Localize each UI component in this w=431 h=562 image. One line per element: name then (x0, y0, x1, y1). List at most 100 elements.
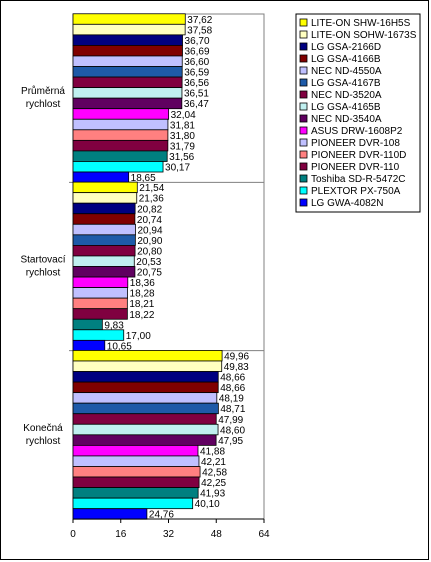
data-label: 31,81 (170, 120, 195, 131)
category-label-line: Konečná (23, 423, 63, 434)
legend-entry: LG GSA-4165B (311, 102, 381, 113)
plot-area: Průměrná rychlost Startovací rychlost Konečn… (20, 13, 270, 540)
legend-swatch (299, 42, 308, 51)
legend-entry: NEC ND-4550A (311, 66, 382, 77)
bar (72, 87, 183, 99)
bar (72, 413, 217, 425)
bar (72, 234, 136, 246)
legend-swatch (299, 102, 308, 111)
bar (72, 392, 218, 404)
bar (72, 244, 136, 257)
bar (72, 287, 128, 299)
legend-swatch (299, 186, 308, 195)
data-label: 31,79 (170, 141, 195, 152)
bar (72, 476, 200, 488)
data-label: 36,51 (184, 89, 209, 100)
data-label: 30,17 (165, 163, 190, 174)
data-label: 41,88 (200, 446, 225, 457)
bar (72, 202, 136, 215)
data-label: 18,65 (131, 173, 156, 184)
data-label: 42,25 (201, 478, 226, 489)
legend-box (295, 13, 421, 213)
bar (72, 434, 217, 446)
legend-swatch (299, 78, 308, 87)
data-label: 36,56 (184, 78, 209, 89)
bar (72, 487, 199, 499)
data-label: 18,21 (129, 299, 154, 310)
legend-swatch (299, 90, 308, 99)
data-label: 48,66 (220, 383, 245, 394)
category-label-line: rychlost (26, 268, 61, 279)
category-label-line: Průměrná (21, 85, 65, 97)
data-label: 41,93 (200, 489, 225, 500)
bar (72, 223, 136, 236)
bar (72, 108, 170, 120)
category-label: Průměrná rychlost (21, 85, 65, 110)
data-label: 20,74 (137, 215, 162, 226)
category-label: Startovací rychlost (20, 255, 65, 279)
legend-swatch (299, 126, 308, 135)
bar (72, 66, 183, 78)
category-label-line: rychlost (26, 99, 61, 110)
bar (72, 213, 136, 225)
legend-entry: PIONEER DVR-110D (311, 150, 406, 161)
bar (72, 161, 164, 173)
bar (72, 329, 125, 341)
data-label: 42,58 (202, 468, 227, 479)
bar (72, 444, 199, 457)
legend-entry: LG GSA-4166B (311, 54, 381, 65)
data-label: 37,62 (187, 15, 212, 26)
legend-entry: NEC ND-3540A (311, 114, 382, 125)
data-label: 37,58 (187, 25, 212, 36)
data-label: 32,04 (171, 110, 196, 121)
bar (72, 23, 186, 36)
bar (72, 371, 219, 383)
legend-swatch (299, 30, 308, 39)
data-label: 47,95 (218, 436, 243, 447)
legend-swatch (299, 174, 308, 183)
x-tick-label: 64 (258, 529, 270, 540)
data-label: 31,80 (170, 131, 195, 142)
bar (72, 339, 106, 352)
legend-entry: PIONEER DVR-108 (311, 138, 400, 149)
data-label: 49,96 (224, 351, 249, 362)
bar (72, 13, 186, 25)
category-label-line: rychlost (26, 436, 61, 447)
data-label: 20,53 (136, 257, 161, 268)
bar (72, 55, 183, 67)
bar (72, 402, 219, 415)
data-label: 9,83 (104, 320, 124, 331)
bar (72, 381, 219, 394)
legend-swatch (299, 138, 308, 147)
data-label: 20,94 (137, 225, 162, 236)
bar (72, 508, 148, 520)
bar (72, 360, 223, 372)
legend-swatch (299, 162, 308, 171)
bar (72, 139, 169, 152)
bar (72, 97, 183, 110)
bar (72, 45, 183, 57)
data-label: 36,70 (185, 36, 210, 47)
legend-swatch (299, 198, 308, 207)
data-label: 36,69 (184, 46, 209, 57)
data-label: 20,82 (137, 204, 162, 215)
data-label: 10,65 (107, 341, 132, 352)
data-label: 48,60 (220, 425, 245, 436)
data-label: 36,60 (184, 57, 209, 68)
legend-entry: PIONEER DVR-110 (311, 162, 400, 173)
legend-entry: LG GSA-2166D (311, 42, 381, 53)
bar (72, 192, 138, 204)
category-label-line: Startovací (20, 255, 65, 266)
legend-swatch (299, 18, 308, 27)
data-label: 48,71 (220, 404, 245, 415)
data-label: 20,75 (137, 268, 162, 279)
data-label: 40,10 (195, 499, 220, 510)
legend-swatch (299, 150, 308, 159)
data-label: 47,99 (218, 415, 243, 426)
x-tick-label: 0 (70, 529, 76, 540)
data-label: 17,00 (126, 331, 151, 342)
x-tick-label: 32 (163, 529, 175, 540)
data-label: 36,47 (184, 99, 209, 110)
